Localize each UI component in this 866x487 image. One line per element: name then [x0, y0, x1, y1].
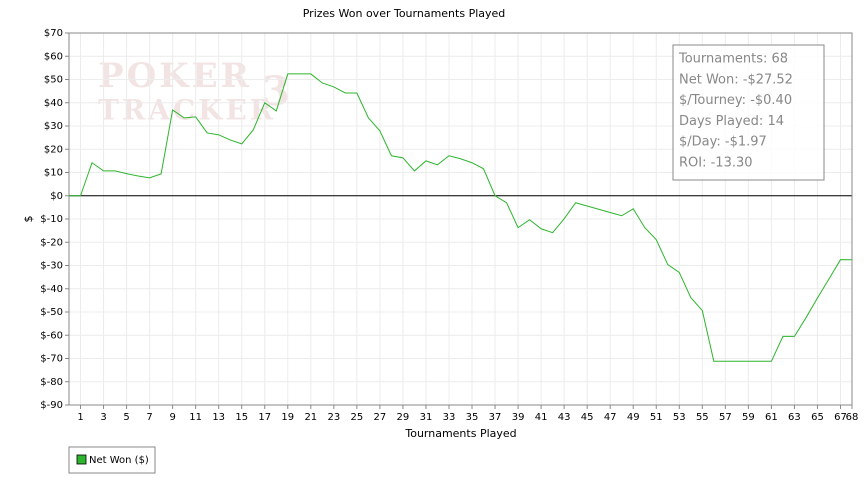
x-tick-label: 55 — [696, 412, 709, 423]
x-tick-label: 65 — [811, 412, 824, 423]
x-tick-label: 23 — [327, 412, 340, 423]
x-tick-label: 31 — [420, 412, 433, 423]
y-tick-label: $-60 — [40, 330, 63, 341]
x-tick-label: 35 — [466, 412, 479, 423]
y-tick-label: $-70 — [40, 354, 63, 365]
x-tick-label: 3 — [100, 412, 106, 423]
y-axis-label: $ — [22, 216, 35, 223]
info-line: ROI: -13.30 — [679, 156, 753, 171]
legend-swatch — [76, 454, 87, 465]
x-tick-label: 59 — [742, 412, 755, 423]
info-line: Days Played: 14 — [679, 114, 784, 129]
info-line: $/Day: -$1.97 — [679, 135, 767, 150]
x-tick-label: 41 — [535, 412, 548, 423]
x-tick-label: 25 — [351, 412, 364, 423]
x-tick-label: 1 — [77, 412, 83, 423]
x-tick-label: 17 — [258, 412, 271, 423]
legend-label: Net Won ($) — [89, 455, 149, 466]
x-tick-label: 27 — [374, 412, 387, 423]
watermark: TRACKER — [98, 94, 276, 127]
y-tick-label: $70 — [44, 28, 63, 39]
info-line: $/Tourney: -$0.40 — [679, 93, 792, 108]
y-tick-label: $-30 — [40, 261, 63, 272]
plot-border — [68, 32, 853, 406]
x-tick-label: 29 — [397, 412, 410, 423]
x-tick-label: 21 — [304, 412, 317, 423]
y-tick-label: $-20 — [40, 237, 63, 248]
y-tick-label: $40 — [44, 98, 63, 109]
y-tick-label: $-50 — [40, 307, 63, 318]
watermark: POKER — [98, 56, 252, 96]
chart-title: Prizes Won over Tournaments Played — [303, 7, 506, 20]
y-tick-label: $50 — [44, 75, 63, 86]
x-tick-label: 47 — [604, 412, 617, 423]
x-tick-label: 33 — [443, 412, 456, 423]
y-tick-label: $20 — [44, 144, 63, 155]
x-tick-label: 13 — [212, 412, 225, 423]
info-line: Net Won: -$27.52 — [679, 72, 793, 87]
x-tick-label: 9 — [169, 412, 175, 423]
y-tick-label: $-10 — [40, 214, 63, 225]
x-tick-label: 57 — [719, 412, 732, 423]
x-tick-label: 61 — [765, 412, 778, 423]
x-tick-label: 53 — [673, 412, 686, 423]
x-tick-label: 37 — [489, 412, 502, 423]
x-tick-label: 19 — [281, 412, 294, 423]
x-tick-label: 68 — [846, 412, 859, 423]
y-tick-label: $-80 — [40, 377, 63, 388]
y-tick-label: $10 — [44, 168, 63, 179]
info-line: Tournaments: 68 — [678, 52, 788, 67]
x-tick-label: 49 — [627, 412, 640, 423]
watermark: 3 — [262, 68, 293, 115]
y-tick-label: $60 — [44, 51, 63, 62]
y-tick-label: $-40 — [40, 284, 63, 295]
y-tick-label: $-90 — [40, 400, 63, 411]
x-tick-label: 11 — [189, 412, 202, 423]
x-tick-label: 45 — [581, 412, 594, 423]
x-tick-label: 15 — [235, 412, 248, 423]
x-tick-label: 43 — [558, 412, 571, 423]
y-tick-label: $30 — [44, 121, 63, 132]
x-tick-label: 39 — [512, 412, 525, 423]
x-tick-label: 67 — [834, 412, 847, 423]
info-box — [672, 44, 825, 181]
x-tick-label: 63 — [788, 412, 801, 423]
y-tick-label: $0 — [50, 191, 63, 202]
x-tick-label: 5 — [123, 412, 129, 423]
data-line — [69, 73, 853, 362]
x-axis-label: Tournaments Played — [404, 427, 516, 440]
x-tick-label: 51 — [650, 412, 663, 423]
x-tick-label: 7 — [146, 412, 152, 423]
